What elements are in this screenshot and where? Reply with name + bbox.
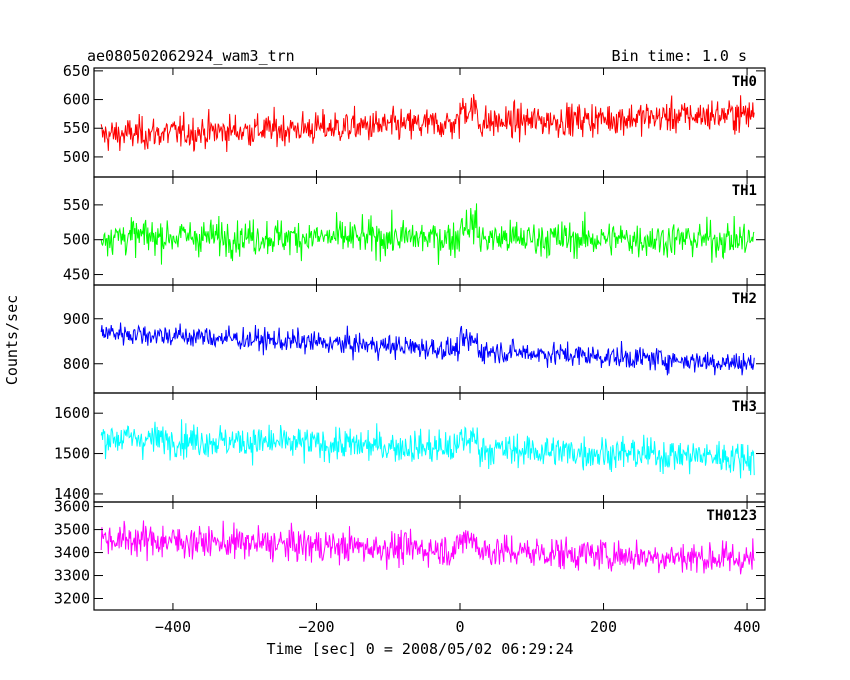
panel-th1: 450 500 550 TH1 [63,176,766,286]
bin-time-label: Bin time: 1.0 s [612,47,747,65]
y-tick-label: 3200 [54,590,90,608]
panels-group: 500 550 600 650 TH0 450 500 550 TH1 800 900 TH2 1400… [54,62,766,611]
x-tick-label: 200 [590,618,617,636]
y-tick-label: 500 [63,231,90,249]
y-tick-label: 450 [63,266,90,284]
x-tick-label: −200 [298,618,334,636]
panel-th2: 800 900 TH2 [63,284,766,394]
series-th1 [100,203,755,265]
x-tick-label: 400 [734,618,761,636]
panel-label: TH0 [732,74,757,90]
x-tick-label: −400 [155,618,191,636]
series-th0123 [100,520,755,575]
x-axis-ticks: −400 −200 0 200 400 [155,618,761,636]
series-th0 [100,94,755,153]
y-tick-label: 550 [63,196,90,214]
y-tick-label: 650 [63,62,90,80]
panel-frame [93,284,766,394]
y-tick-label: 1400 [54,485,90,503]
series-th2 [100,322,755,376]
y-axis-label: Counts/sec [3,295,21,385]
y-tick-label: 1500 [54,445,90,463]
y-tick-label: 800 [63,355,90,373]
chart-title: ae080502062924_wam3_trn [87,47,295,65]
panel-th0123: 3200 3300 3400 3500 3600 TH0123 [54,498,766,611]
y-tick-label: 3500 [54,521,90,539]
panel-th0: 500 550 600 650 TH0 [63,62,766,178]
panel-label: TH1 [732,183,757,199]
y-tick-label: 1600 [54,404,90,422]
y-tick-label: 550 [63,119,90,137]
panel-label: TH2 [732,291,757,307]
series-th3 [100,419,755,479]
panel-label: TH0123 [706,508,757,524]
y-tick-label: 600 [63,91,90,109]
panel-frame [93,501,766,611]
y-tick-label: 900 [63,310,90,328]
y-tick-label: 500 [63,148,90,166]
y-tick-label: 3600 [54,498,90,516]
x-tick-label: 0 [455,618,464,636]
y-tick-label: 3300 [54,567,90,585]
panel-label: TH3 [732,399,757,415]
y-tick-label: 3400 [54,544,90,562]
panel-frame [93,176,766,286]
panel-th3: 1400 1500 1600 TH3 [54,392,766,503]
x-axis-label: Time [sec] 0 = 2008/05/02 06:29:24 [266,640,573,658]
